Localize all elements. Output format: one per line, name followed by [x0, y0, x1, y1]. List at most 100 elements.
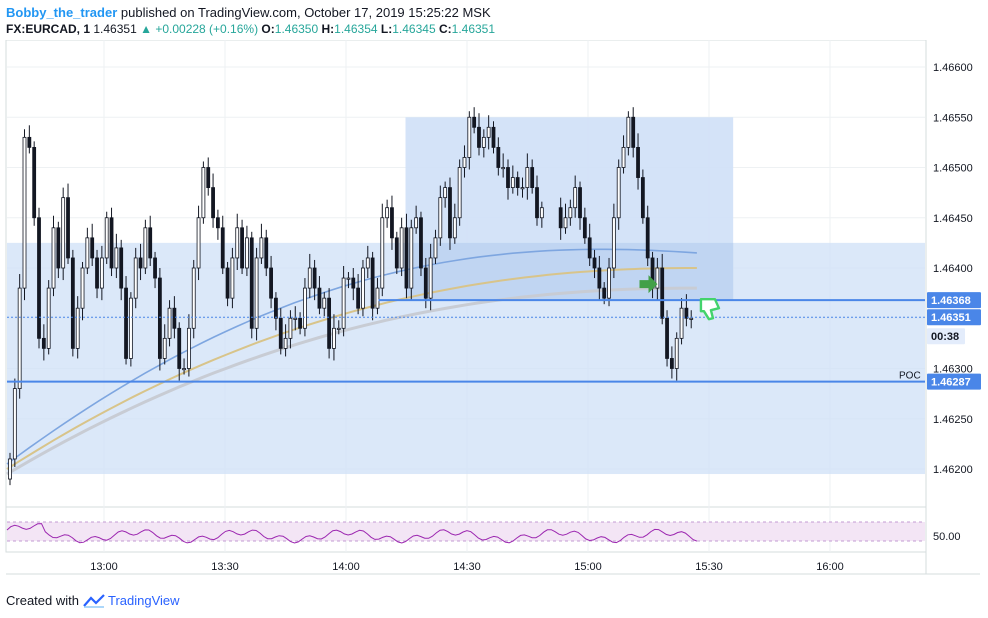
- candle: [539, 201, 544, 228]
- candle: [568, 199, 573, 226]
- candle-body: [293, 317, 298, 320]
- candle-body: [317, 287, 322, 309]
- candle-body: [530, 167, 535, 189]
- tradingview-link[interactable]: TradingView: [83, 593, 180, 608]
- candle-body: [674, 337, 679, 369]
- price-tick-label: 1.46200: [933, 464, 973, 476]
- candle-body: [404, 227, 409, 289]
- candle: [356, 274, 361, 315]
- candle: [582, 207, 587, 244]
- candle-body: [582, 217, 587, 239]
- time-tick-label: 13:00: [90, 561, 118, 573]
- candle-body: [133, 257, 138, 299]
- candle: [191, 259, 196, 339]
- candle-body: [191, 267, 196, 329]
- price-tag-bg: [927, 292, 981, 309]
- candle-body: [225, 267, 230, 299]
- candle: [674, 332, 679, 381]
- price-tag-label: 1.46368: [931, 295, 971, 307]
- candle-body: [679, 307, 684, 339]
- candle-body: [501, 167, 506, 170]
- candle: [119, 239, 124, 301]
- high-value: 1.46354: [334, 22, 378, 36]
- candle: [240, 219, 244, 275]
- candle-body: [351, 277, 356, 289]
- candle: [341, 265, 346, 337]
- candle-body: [66, 197, 70, 259]
- candle-body: [443, 187, 448, 199]
- close-label: C:: [438, 22, 452, 36]
- candle-body: [167, 307, 172, 339]
- candle-body: [322, 297, 327, 309]
- candle-body: [385, 207, 390, 219]
- candle-body: [370, 257, 375, 309]
- candle-body: [51, 227, 56, 289]
- ma-slow-line: [6, 286, 697, 476]
- candle: [655, 257, 660, 301]
- candle: [114, 233, 119, 279]
- price-tick-label: 1.46500: [933, 163, 973, 175]
- candle-body: [467, 116, 472, 158]
- candle-body: [346, 277, 351, 280]
- candle-body: [433, 237, 438, 259]
- price-tag-bg: [927, 309, 981, 326]
- candle-body: [283, 337, 288, 349]
- poc-label: POC: [899, 371, 921, 382]
- chart-header: Bobby_the_trader published on TradingVie…: [0, 0, 988, 40]
- candle: [153, 251, 157, 289]
- candle: [288, 310, 293, 349]
- candle-body: [438, 197, 443, 239]
- candle: [394, 231, 399, 275]
- candle: [41, 324, 46, 361]
- candle-body: [448, 187, 452, 239]
- candle-body: [616, 167, 621, 219]
- candle: [22, 129, 27, 301]
- candle: [264, 229, 269, 277]
- candle-body: [235, 227, 240, 259]
- candle-body: [568, 207, 573, 219]
- candle: [351, 268, 356, 301]
- time-tick-label: 15:00: [574, 561, 602, 573]
- tradingview-logo-icon: [83, 593, 105, 608]
- price-chart[interactable]: 1.46600 1.46550 1.46500 1.46450 1.46400 1.463…: [0, 39, 988, 580]
- symbol-info: FX:EURCAD, 1 1.46351 ▲ +0.00228 (+0.16%)…: [6, 22, 495, 36]
- candle-body: [394, 237, 399, 269]
- candle-body: [303, 287, 307, 329]
- candle: [621, 135, 626, 174]
- candle-body: [539, 207, 544, 219]
- candle: [186, 314, 191, 377]
- candle-body: [157, 277, 162, 359]
- candle: [32, 141, 37, 226]
- candle: [486, 115, 491, 150]
- candle-body: [264, 237, 269, 269]
- candle-body: [496, 147, 501, 168]
- candle: [70, 249, 75, 357]
- candle: [196, 205, 201, 281]
- candle-body: [414, 217, 419, 229]
- author-link[interactable]: Bobby_the_trader: [6, 5, 118, 20]
- candle: [274, 292, 278, 331]
- candle: [452, 203, 457, 244]
- candle-body: [196, 217, 201, 269]
- chart-area[interactable]: 1.46600 1.46550 1.46500 1.46450 1.46400 1.463…: [0, 39, 988, 580]
- candle: [660, 253, 665, 325]
- candle-body: [510, 177, 515, 189]
- candle-body: [477, 126, 481, 148]
- candle: [669, 346, 674, 379]
- candle-body: [259, 237, 264, 259]
- candle-body: [356, 287, 361, 309]
- candle-body: [423, 267, 428, 299]
- candle: [216, 209, 220, 240]
- candle: [17, 274, 22, 399]
- candle-body: [578, 187, 582, 219]
- candle: [293, 306, 298, 331]
- candle: [515, 171, 520, 196]
- candle: [477, 113, 481, 156]
- candle: [157, 268, 162, 371]
- candle: [259, 223, 264, 264]
- candle-body: [298, 317, 302, 329]
- candle: [640, 169, 645, 224]
- candle-body: [684, 307, 689, 319]
- candle: [626, 111, 631, 156]
- candle-body: [41, 337, 46, 349]
